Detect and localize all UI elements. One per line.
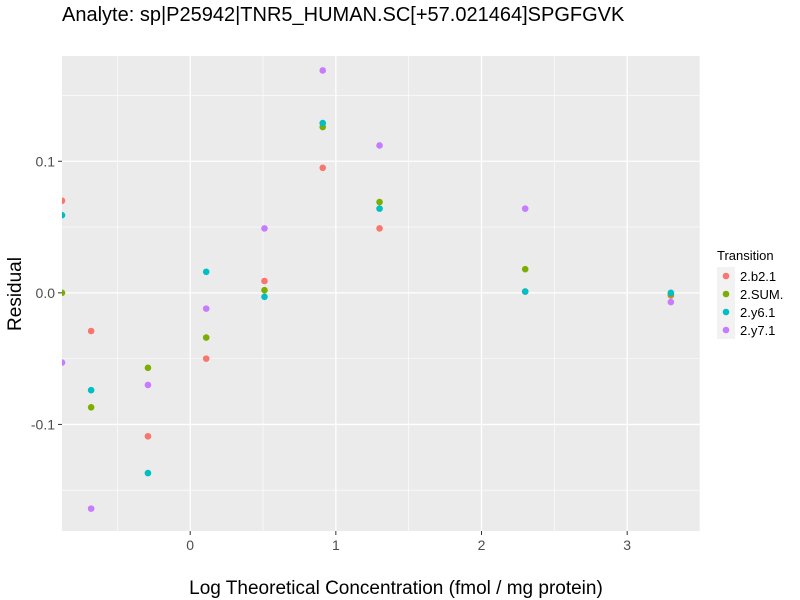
data-point-2-y6-1 [62, 211, 66, 219]
data-point-2-b2-1 [202, 355, 210, 362]
data-point-2-y6-1 [261, 293, 268, 301]
y-axis-title: Residual [5, 257, 26, 331]
x-tick-label: 3 [623, 537, 631, 553]
data-point-2-y6-1 [521, 288, 529, 295]
legend-key [722, 290, 730, 298]
data-point-2-y7-1 [319, 67, 327, 74]
legend-label: 2.y6.1 [740, 305, 775, 320]
data-point-2-SUM [376, 198, 383, 206]
chart-title: Analyte: sp|P25942|TNR5_HUMAN.SC[+57.021… [62, 4, 625, 26]
data-point-2-b2-1 [376, 225, 383, 232]
x-tick-label: 1 [332, 537, 340, 553]
x-tick-label: 2 [478, 537, 486, 553]
data-point-2-b2-1 [144, 432, 152, 440]
data-point-2-SUM [261, 286, 268, 294]
data-point-2-y6-1 [144, 469, 152, 477]
data-point-2-y6-1 [376, 205, 383, 212]
y-tick-label: 0.1 [36, 153, 56, 169]
data-point-2-b2-1 [319, 164, 327, 172]
data-point-2-y6-1 [667, 289, 675, 297]
data-point-2-SUM [521, 265, 529, 273]
x-axis-ticks: 0 1 2 3 [186, 531, 631, 553]
data-point-2-y7-1 [376, 142, 383, 149]
legend: Transition 2.b2.1 2.SUM. 2.y6.1 2.y7.1 [717, 248, 783, 339]
legend-key [722, 272, 730, 280]
data-point-2-b2-1 [87, 327, 95, 335]
data-point-2-y7-1 [62, 359, 66, 366]
data-point-2-b2-1 [62, 197, 66, 205]
data-point-2-SUM [144, 364, 152, 372]
plot-panel [62, 56, 700, 531]
legend-label: 2.SUM. [740, 287, 783, 302]
data-point-2-y7-1 [87, 505, 95, 512]
minor-gridlines [62, 56, 701, 531]
data-point-2-y7-1 [667, 298, 675, 306]
x-tick-label: 0 [186, 537, 194, 553]
data-point-2-y7-1 [261, 225, 268, 232]
legend-label: 2.y7.1 [740, 323, 775, 338]
legend-key [722, 326, 730, 334]
data-point-2-y6-1 [87, 386, 95, 394]
data-point-2-y7-1 [521, 205, 529, 212]
data-point-2-SUM [202, 334, 210, 341]
data-point-2-SUM [62, 289, 66, 297]
x-axis-title: Log Theoretical Concentration (fmol / mg… [189, 578, 603, 599]
y-axis-ticks: -0.1 0.0 0.1 [31, 153, 62, 432]
data-point-2-y6-1 [202, 268, 210, 276]
legend-key [722, 308, 730, 316]
data-point-2-SUM [87, 404, 95, 411]
major-gridlines [62, 56, 700, 531]
y-tick-label: 0.0 [36, 285, 56, 301]
data-point-2-y7-1 [144, 381, 152, 389]
legend-title: Transition [717, 248, 774, 263]
data-point-2-y7-1 [202, 305, 210, 312]
legend-label: 2.b2.1 [740, 269, 776, 284]
data-points [62, 67, 675, 512]
data-point-2-y6-1 [319, 119, 327, 127]
data-point-2-b2-1 [261, 277, 268, 285]
y-tick-label: -0.1 [31, 416, 55, 432]
